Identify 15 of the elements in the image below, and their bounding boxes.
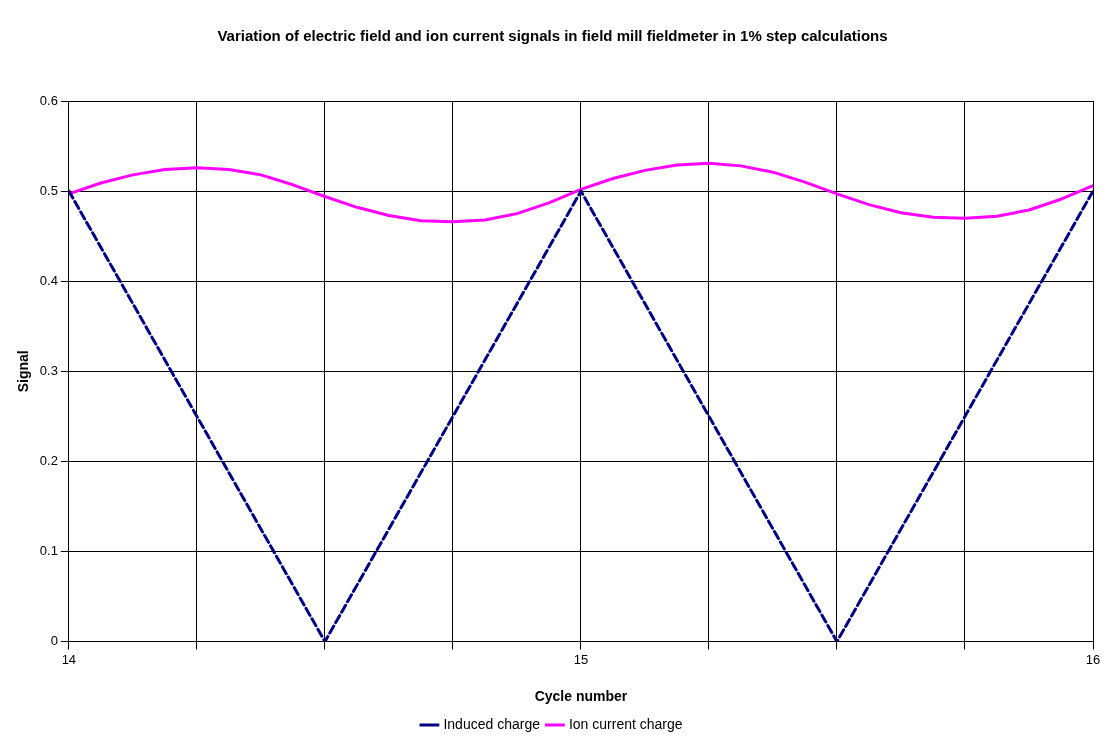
x-axis-title: Cycle number xyxy=(534,688,628,705)
y-tick-label: 0.6 xyxy=(39,92,58,108)
y-axis-title: Signal xyxy=(15,350,32,393)
y-tick-label: 0.1 xyxy=(39,543,58,559)
x-tick-label: 16 xyxy=(1085,651,1101,667)
y-tick-label: 0.4 xyxy=(39,272,58,288)
x-tick-label: 15 xyxy=(573,651,589,667)
legend-label: Induced charge xyxy=(443,715,541,732)
legend-label: Ion current charge xyxy=(568,715,683,732)
chart-title: Variation of electric field and ion current signals in field mill fieldmeter in 1% step calculations xyxy=(217,27,888,45)
y-tick-label: 0 xyxy=(50,633,58,649)
x-tick-label: 14 xyxy=(61,651,77,667)
y-tick-label: 0.5 xyxy=(39,182,58,198)
y-tick-label: 0.3 xyxy=(39,362,58,378)
y-tick-label: 0.2 xyxy=(39,452,58,468)
